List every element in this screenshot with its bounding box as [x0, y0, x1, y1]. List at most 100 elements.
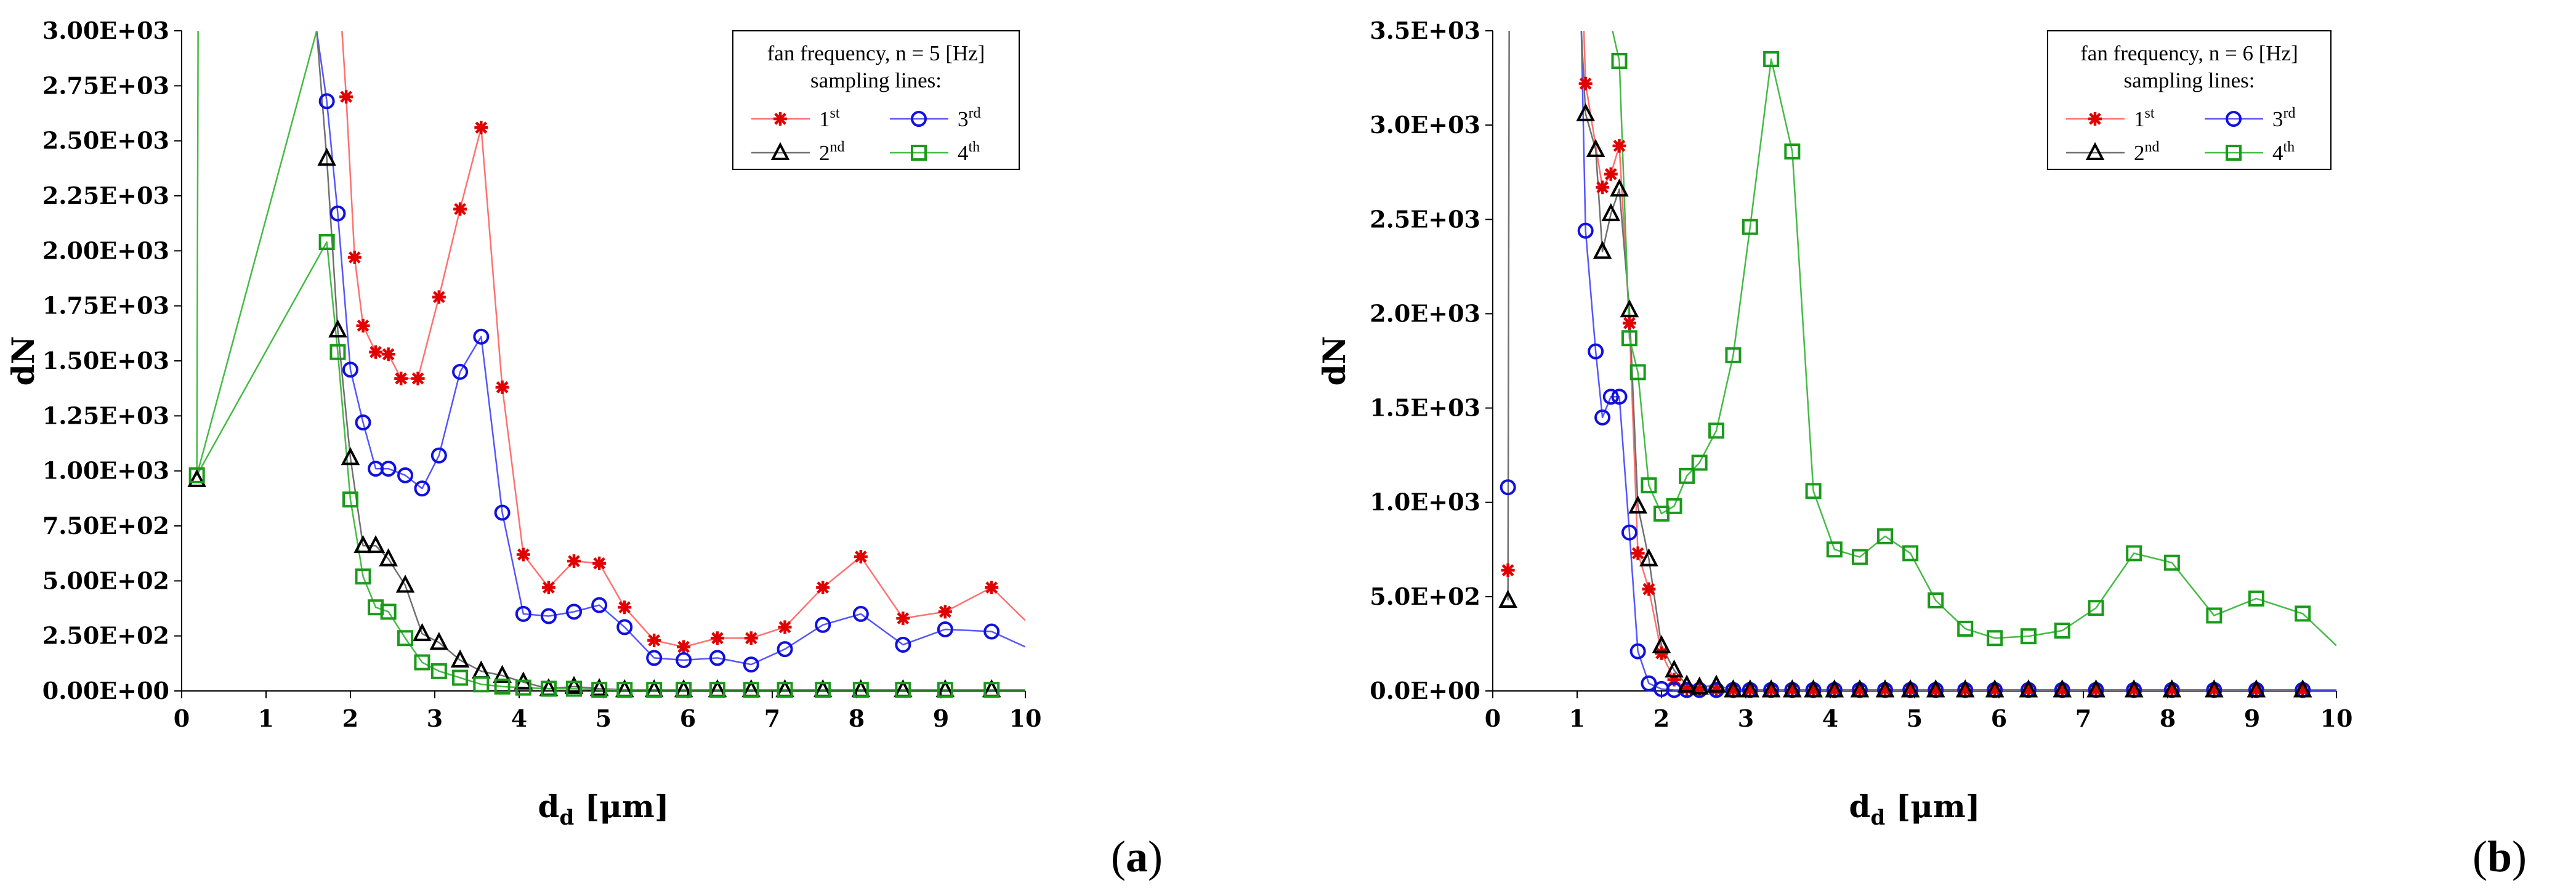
panel-a-series-3rd-point: [515, 605, 531, 622]
panel-a-series-2nd-point: [353, 535, 373, 554]
panel-b-series-2nd-point: [1724, 679, 1743, 698]
panel-a-series-3rd-point: [397, 467, 414, 483]
panel-a-y-tick-label: 2.75E+03: [42, 71, 169, 99]
panel-b-series-3rd-point: [1611, 389, 1628, 405]
panel-b-series-4th-point: [1826, 541, 1843, 558]
panel-b-x-tick-label: 1: [1569, 704, 1585, 732]
panel-b-series-2nd-point: [1576, 103, 1595, 121]
panel-a-legend-subtitle: sampling lines:: [810, 68, 942, 92]
panel-a-x-tick-label: 9: [933, 704, 949, 732]
panel-b-legend-label: 2nd: [2134, 139, 2160, 165]
panel-a-series-1st-point: [647, 633, 661, 647]
panel-a-legend-entry-1st: 1st: [751, 105, 840, 131]
panel-a-y-tick-label: 2.25E+03: [42, 182, 169, 209]
panel-a-series-4th-point: [380, 603, 397, 620]
panel-b-series-1st-point: [1692, 683, 1706, 697]
panel-a-series-1st-point: [710, 631, 724, 645]
panel-a-y-tick-label: 3.00E+03: [42, 17, 169, 44]
panel-b-series-2nd-point: [1498, 589, 1517, 608]
panel-b-legend-entry-1st: 1st: [2066, 105, 2155, 131]
panel-b-legend-title: fan frequency, n = 6 [Hz]: [2080, 41, 2298, 65]
panel-a-series-3rd-point: [777, 641, 793, 658]
panel-a-series-4th-point: [591, 682, 608, 698]
panel-a-x-tick-label: 0: [174, 704, 190, 732]
panel-a-series-3rd-point: [430, 447, 447, 464]
panel-a-series-1st-point: [474, 121, 488, 135]
panel-b-legend-entry-2nd: 2nd: [2066, 139, 2160, 165]
panel-b-series-4th-point: [1987, 630, 2003, 647]
panel-a-series-1st-point: [938, 605, 952, 619]
panel-b-series-4th-point: [1902, 545, 1919, 562]
panel-b-series-2nd-point: [1926, 679, 1945, 698]
panel-b-series-3rd-point: [1641, 675, 1657, 692]
panel-b-x-tick-label: 0: [1485, 704, 1501, 732]
panel-a-series-3rd-point: [709, 650, 725, 666]
panel-a-series-3rd-point: [646, 650, 663, 666]
panel-b-series-1st-point: [1604, 167, 1618, 181]
panel-b-legend-swatch-marker: [2226, 111, 2242, 127]
panel-b-series-2nd-point: [2019, 679, 2038, 698]
panel-b-y-tick-label: 1.5E+03: [1370, 394, 1480, 422]
panel-b-series-1st-point: [1878, 683, 1892, 697]
panel-a-series-3rd-point: [676, 652, 692, 668]
panel-b-series-4th-point: [2088, 600, 2104, 616]
panel-a-series-3rd-point: [414, 480, 430, 497]
panel-a-series-1st-point: [816, 581, 830, 595]
panel-a-y-tick-label: 1.75E+03: [42, 292, 169, 320]
panel-a-series-2nd-point: [450, 649, 470, 668]
panel-a-legend: fan frequency, n = 5 [Hz] sampling lines:…: [732, 30, 1020, 170]
panel-a-legend-title: fan frequency, n = 5 [Hz]: [767, 41, 985, 65]
panel-b-legend: fan frequency, n = 6 [Hz] sampling lines:…: [2047, 30, 2332, 170]
panel-b-series-4th-point: [1641, 477, 1657, 494]
panel-b-series-2nd-point: [2162, 679, 2182, 698]
panel-a-legend-label: 1st: [819, 105, 840, 131]
panel-a-y-axis-title: dN: [5, 336, 41, 386]
panel-b-series-4th-point: [1611, 53, 1628, 70]
panel-b-legend-label: 3rd: [2272, 105, 2296, 131]
panel-a-x-tick-label: 6: [680, 704, 696, 732]
panel-b-series-2nd-point: [2247, 679, 2266, 698]
panel-b-series-1st-point: [1596, 180, 1610, 195]
panel-b-series-2nd-point: [1875, 679, 1895, 698]
panel-b-series-1st-point: [1578, 76, 1593, 91]
panel-b-series-1st-point: [2165, 683, 2179, 697]
panel-b-x-tick-label: 8: [2160, 704, 2176, 732]
panel-b-series-4th-point: [1621, 330, 1637, 347]
panel-b-series-4th-point: [1784, 143, 1801, 160]
panel-b-series-4th-point: [2206, 607, 2223, 624]
panel-a-series-4th-point: [430, 663, 447, 679]
panel-b-series-3rd-point: [1500, 479, 1516, 496]
panel-a-series-3rd-point: [540, 608, 557, 624]
panel-b-series-3rd-point: [1594, 409, 1611, 426]
panel-b-series-4th-point: [2248, 590, 2264, 607]
panel-a-series-3rd-point: [494, 504, 511, 521]
panel-a-series-4th-point: [815, 682, 831, 698]
panel-a-x-tick-label: 2: [342, 704, 358, 732]
panel-b-series-2nd-point: [2205, 679, 2224, 698]
panel-a-legend-swatch-marker: [911, 111, 927, 127]
panel-b-series-1st-point: [1904, 683, 1918, 697]
panel-b-series-4th-point: [1928, 592, 1944, 608]
panel-b-x-tick-label: 3: [1738, 704, 1754, 732]
panel-a-legend-swatch-marker: [770, 142, 790, 160]
panel-b-series-1st-point: [1726, 683, 1740, 697]
panel-a-series-4th-point: [494, 678, 511, 695]
panel-a-series-3rd-point: [473, 328, 490, 345]
panel-b-series-4th-point: [1957, 620, 1974, 637]
panel-a-series-4th-point: [777, 682, 793, 698]
panel-b-y-tick-label: 0.0E+00: [1370, 677, 1480, 704]
panel-b-series-1st-point: [1680, 682, 1694, 696]
panel-b-series-1st-point: [2127, 683, 2141, 697]
panel-a-series-4th-point: [188, 467, 205, 483]
panel-a-legend-label: 3rd: [958, 105, 981, 131]
panel-b-legend-label: 1st: [2134, 105, 2155, 131]
panel-a-series-1st-point: [541, 581, 555, 595]
panel-b-y-tick-label: 5.0E+02: [1370, 583, 1480, 610]
panel-b-series-4th-point: [1877, 528, 1894, 544]
panel-a-series-1st-point: [453, 202, 467, 216]
panel-b-series-1st-point: [1667, 672, 1681, 687]
panel-b-series-1st-point: [2207, 683, 2221, 697]
panel-b-series-4th-point: [1629, 364, 1646, 381]
panel-a-series-3rd-point: [616, 619, 633, 636]
panel-b-series-3rd-point: [1629, 643, 1646, 660]
